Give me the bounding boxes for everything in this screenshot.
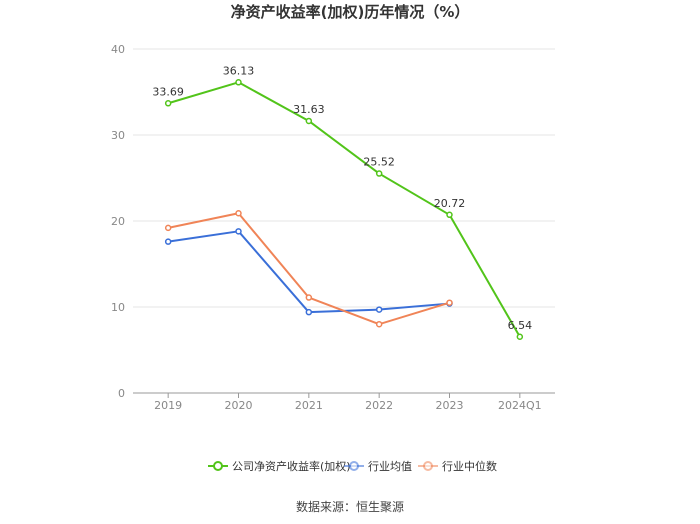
data-label: 31.63	[293, 103, 325, 116]
y-tick-label: 30	[111, 129, 125, 142]
chart-title: 净资产收益率(加权)历年情况（%）	[231, 3, 470, 21]
y-tick-label: 10	[111, 301, 125, 314]
legend-marker-icon	[423, 461, 433, 471]
data-point[interactable]	[516, 333, 524, 341]
x-tick-label: 2020	[225, 399, 253, 412]
data-point[interactable]	[164, 100, 172, 107]
legend-label: 公司净资产收益率(加权)	[232, 459, 351, 473]
data-label: 36.13	[223, 64, 255, 77]
data-point[interactable]	[235, 79, 242, 86]
data-label: 20.72	[434, 197, 466, 210]
data-label: 6.54	[508, 319, 533, 332]
legend: 公司净资产收益率(加权) 行业均值 行业中位数	[208, 459, 497, 473]
series-line	[167, 81, 521, 338]
data-point[interactable]	[164, 224, 172, 232]
series-0: 33.69 36.13 31.63 25.52 20.72 6.54	[152, 64, 533, 341]
data-label: 33.69	[152, 85, 184, 98]
legend-label: 行业中位数	[442, 459, 497, 473]
series-lines: 33.69 36.13 31.63 25.52 20.72 6.54	[152, 64, 533, 341]
data-point[interactable]	[446, 299, 453, 306]
data-point[interactable]	[375, 170, 383, 177]
y-tick-label: 40	[111, 43, 125, 56]
data-point[interactable]	[305, 308, 313, 316]
series-2	[164, 210, 453, 328]
data-point[interactable]	[305, 117, 313, 125]
data-source: 数据来源：恒生聚源	[296, 499, 404, 514]
data-point[interactable]	[375, 320, 383, 328]
x-tick-label: 2022	[365, 399, 393, 412]
grid-lines	[133, 48, 555, 308]
data-point[interactable]	[235, 228, 242, 235]
legend-item[interactable]: 行业均值	[344, 460, 412, 473]
data-point[interactable]	[375, 306, 383, 313]
y-tick-label: 20	[111, 215, 125, 228]
x-tick-label: 2021	[295, 399, 323, 412]
y-axis-ticks: 0 10 20 30 40	[111, 43, 125, 400]
data-point[interactable]	[164, 238, 172, 245]
data-point[interactable]	[305, 294, 313, 301]
data-point[interactable]	[235, 210, 242, 217]
x-tick-label: 2024Q1	[498, 399, 542, 412]
x-tick-label: 2019	[154, 399, 182, 412]
x-axis: 2019 2020 2021 2022 2023 2024Q1	[133, 392, 555, 412]
legend-marker-icon	[349, 461, 359, 471]
legend-marker-icon	[213, 461, 223, 471]
legend-item[interactable]: 公司净资产收益率(加权)	[208, 459, 351, 473]
y-tick-label: 0	[118, 387, 125, 400]
x-tick-label: 2023	[436, 399, 464, 412]
data-label: 25.52	[363, 156, 395, 169]
legend-label: 行业均值	[368, 460, 412, 473]
series-1	[164, 228, 453, 316]
legend-item[interactable]: 行业中位数	[418, 459, 497, 473]
data-point[interactable]	[446, 211, 453, 219]
